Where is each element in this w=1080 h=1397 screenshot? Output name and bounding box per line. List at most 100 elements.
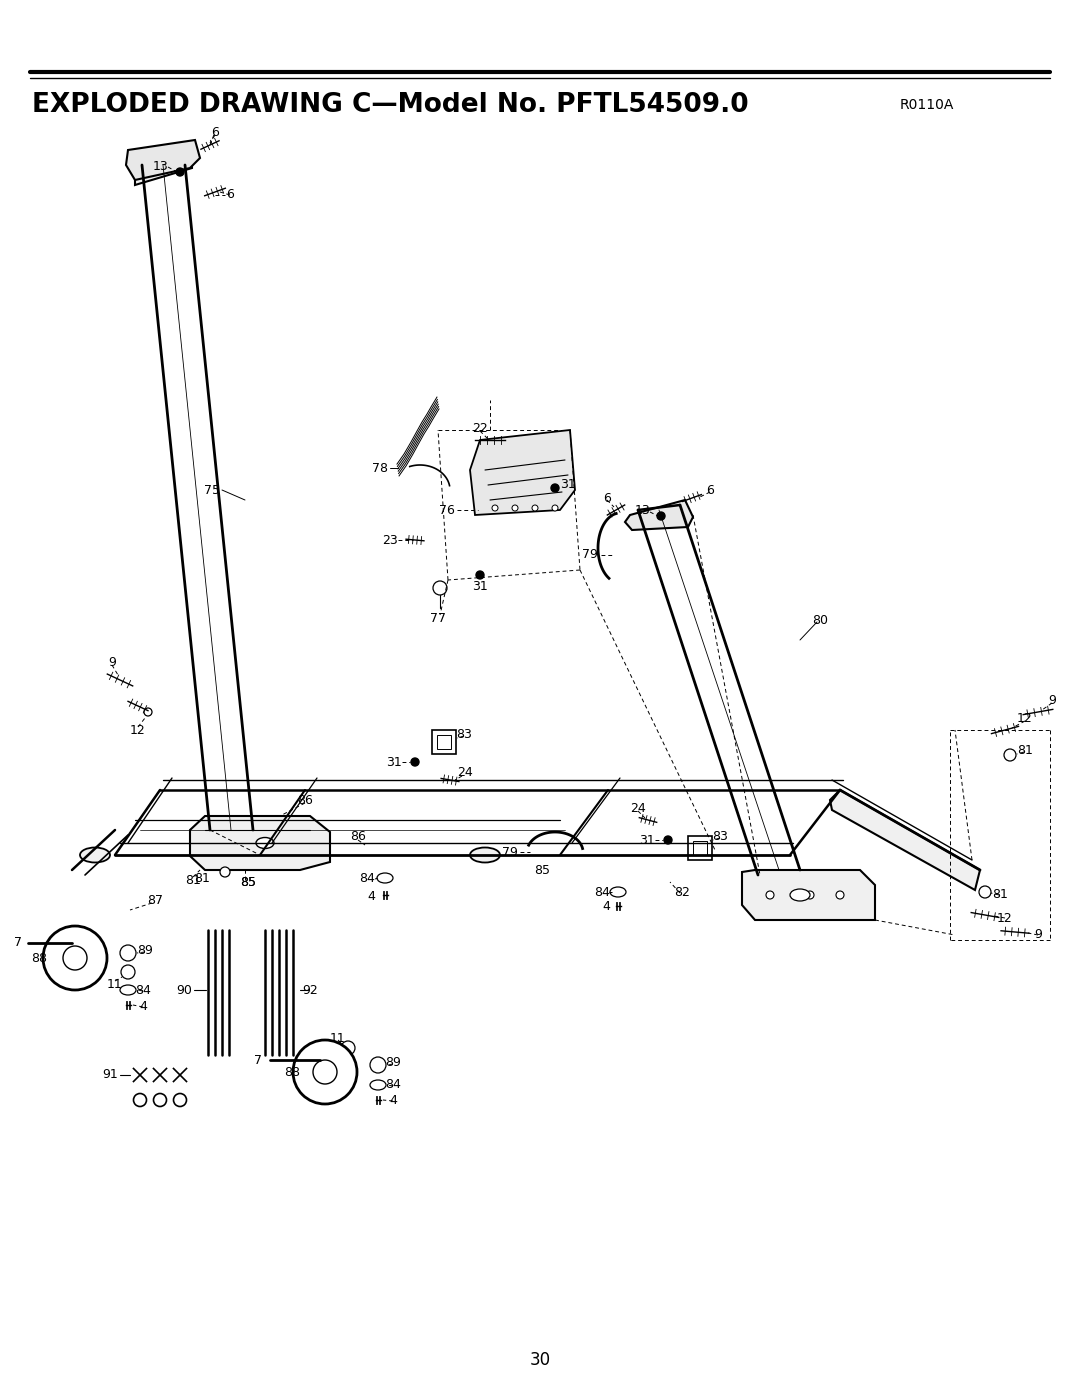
Text: 81: 81 [1017, 743, 1032, 757]
Text: 31: 31 [639, 834, 654, 847]
Text: 86: 86 [350, 830, 366, 844]
Ellipse shape [370, 1080, 386, 1090]
Text: 79: 79 [502, 845, 518, 859]
Circle shape [664, 835, 672, 844]
Text: 6: 6 [211, 126, 219, 138]
Text: 84: 84 [594, 886, 610, 898]
Text: 81: 81 [993, 888, 1008, 901]
Text: 13: 13 [634, 503, 650, 517]
Bar [432, 731, 456, 754]
Text: 84: 84 [360, 872, 375, 884]
Polygon shape [625, 500, 693, 529]
Text: 4: 4 [389, 1094, 397, 1106]
Text: 88: 88 [31, 951, 48, 964]
Text: 4: 4 [367, 890, 375, 904]
Text: 7: 7 [14, 936, 22, 950]
Ellipse shape [610, 887, 626, 897]
Polygon shape [470, 430, 575, 515]
Text: 31: 31 [472, 581, 488, 594]
Bar [437, 735, 451, 749]
Text: 9: 9 [108, 655, 116, 669]
Text: 23: 23 [382, 534, 399, 546]
Polygon shape [126, 140, 200, 180]
Circle shape [121, 965, 135, 979]
Circle shape [313, 1060, 337, 1084]
Circle shape [370, 1058, 386, 1073]
Text: 90: 90 [176, 983, 192, 996]
Circle shape [657, 511, 665, 520]
Text: 81: 81 [194, 872, 210, 884]
Text: 31: 31 [387, 756, 402, 768]
Circle shape [766, 891, 774, 900]
Text: 84: 84 [135, 983, 151, 996]
Text: 31: 31 [561, 479, 576, 492]
Text: 87: 87 [147, 894, 163, 907]
Text: 6: 6 [226, 189, 234, 201]
Text: 24: 24 [457, 767, 473, 780]
Polygon shape [190, 816, 330, 870]
Text: 6: 6 [706, 483, 714, 496]
Text: 24: 24 [630, 802, 646, 814]
Text: 88: 88 [284, 1066, 300, 1078]
Text: 7: 7 [254, 1053, 262, 1066]
Text: 84: 84 [386, 1078, 401, 1091]
Polygon shape [831, 789, 980, 890]
Text: 79: 79 [582, 549, 598, 562]
Circle shape [220, 868, 230, 877]
Circle shape [120, 944, 136, 961]
Circle shape [433, 581, 447, 595]
Circle shape [978, 886, 991, 898]
Text: 12: 12 [130, 724, 146, 736]
Text: 85: 85 [240, 876, 256, 890]
Text: 4: 4 [603, 901, 610, 914]
Circle shape [476, 571, 484, 578]
Text: R0110A: R0110A [900, 98, 955, 112]
Ellipse shape [120, 985, 136, 995]
Text: 75: 75 [204, 483, 220, 496]
Bar [688, 835, 712, 861]
Circle shape [63, 946, 87, 970]
Text: 22: 22 [472, 422, 488, 434]
Text: 12: 12 [1017, 711, 1032, 725]
Text: 30: 30 [529, 1351, 551, 1369]
Text: 6: 6 [603, 492, 611, 504]
Polygon shape [742, 870, 875, 921]
Polygon shape [135, 148, 192, 184]
Ellipse shape [789, 888, 810, 901]
Text: 91: 91 [103, 1069, 118, 1081]
Circle shape [144, 708, 152, 717]
Text: 89: 89 [137, 943, 153, 957]
Text: 76: 76 [440, 503, 455, 517]
Text: 12: 12 [997, 911, 1013, 925]
Circle shape [806, 891, 814, 900]
Bar [693, 841, 707, 855]
Text: EXPLODED DRAWING C—Model No. PFTL54509.0: EXPLODED DRAWING C—Model No. PFTL54509.0 [32, 92, 748, 117]
Ellipse shape [80, 848, 110, 862]
Circle shape [492, 504, 498, 511]
Text: 85: 85 [534, 863, 550, 876]
Circle shape [43, 926, 107, 990]
Text: 13: 13 [152, 161, 168, 173]
Circle shape [293, 1039, 357, 1104]
Text: 81: 81 [185, 873, 201, 887]
Ellipse shape [377, 873, 393, 883]
Text: 82: 82 [674, 886, 690, 898]
Text: 83: 83 [712, 830, 728, 842]
Circle shape [1004, 749, 1016, 761]
Text: 4: 4 [139, 1000, 147, 1013]
Text: 11: 11 [330, 1031, 346, 1045]
Text: 9: 9 [1048, 693, 1056, 707]
Text: 77: 77 [430, 612, 446, 624]
Circle shape [411, 759, 419, 766]
Text: 83: 83 [456, 728, 472, 740]
Circle shape [532, 504, 538, 511]
Text: 86: 86 [297, 793, 313, 806]
Ellipse shape [470, 848, 500, 862]
Text: 9: 9 [1034, 929, 1042, 942]
Text: 11: 11 [107, 978, 123, 990]
Circle shape [552, 504, 558, 511]
Text: 92: 92 [302, 983, 318, 996]
Circle shape [836, 891, 843, 900]
Circle shape [341, 1041, 355, 1055]
Circle shape [176, 168, 184, 176]
